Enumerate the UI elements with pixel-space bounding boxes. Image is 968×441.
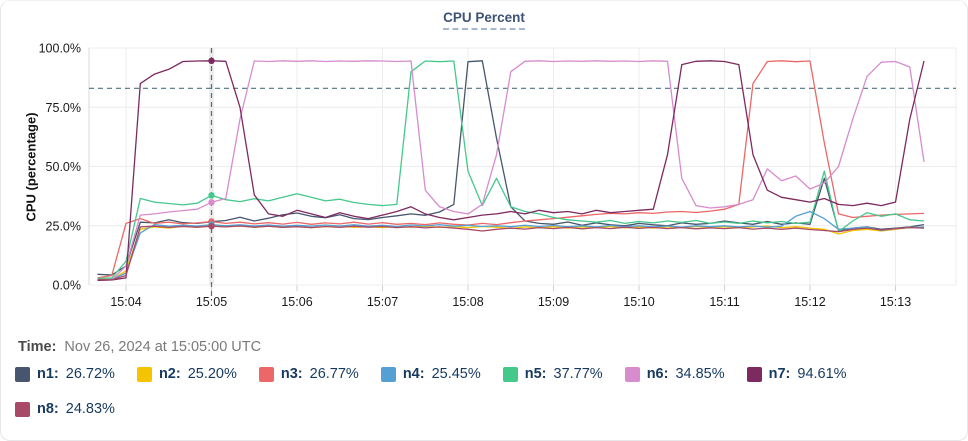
legend-swatch-n8 [15, 401, 30, 417]
svg-text:15:09: 15:09 [538, 295, 569, 309]
legend-item-n1[interactable]: n1: 26.72% [15, 366, 115, 382]
legend-label-n5: n5: [524, 366, 547, 382]
svg-text:15:13: 15:13 [880, 295, 911, 309]
legend-swatch-n6 [624, 366, 640, 382]
svg-text:25.0%: 25.0% [46, 219, 81, 233]
series-line-n7[interactable] [97, 60, 925, 281]
svg-text:15:04: 15:04 [110, 295, 141, 309]
legend-item-n7[interactable]: n7: 94.61% [746, 366, 847, 382]
legend-row-1: n1: 26.72% n2: 25.20% n3: 26.77% n4: 25.… [15, 366, 847, 382]
svg-text:15:07: 15:07 [367, 295, 398, 309]
cursor-dot-n7 [208, 57, 215, 64]
svg-text:15:08: 15:08 [452, 295, 483, 309]
legend-label-n1: n1: [37, 366, 59, 382]
svg-text:15:10: 15:10 [623, 295, 654, 309]
line-chart-plot-area[interactable]: 15:04 15:05 15:06 15:07 15:08 15:09 15:10 15:11… [1, 1, 967, 321]
legend-value-n6: 34.85% [675, 366, 725, 382]
svg-text:100.0%: 100.0% [39, 42, 81, 56]
legend-swatch-n1 [15, 366, 30, 382]
legend-label-n3: n3: [280, 366, 303, 382]
legend-item-n5[interactable]: n5: 37.77% [502, 366, 603, 382]
series-line-n3[interactable] [97, 60, 925, 279]
svg-text:15:12: 15:12 [794, 295, 825, 309]
svg-text:15:11: 15:11 [709, 295, 739, 309]
time-value: Nov 26, 2024 at 15:05:00 UTC [64, 339, 262, 355]
cursor-dot-n5 [208, 192, 215, 199]
legend-value-n7: 94.61% [797, 366, 847, 382]
svg-text:50.0%: 50.0% [46, 160, 81, 174]
chart-title: CPU Percent [1, 10, 967, 30]
legend-swatch-n5 [502, 366, 518, 382]
legend-label-n7: n7: [768, 366, 791, 382]
series-line-n8[interactable] [97, 225, 925, 281]
svg-text:15:05: 15:05 [196, 295, 227, 309]
svg-text:15:06: 15:06 [281, 295, 312, 309]
legend-item-n3[interactable]: n3: 26.77% [258, 366, 359, 382]
legend-swatch-n3 [258, 366, 274, 382]
legend-swatch-n7 [746, 366, 762, 382]
legend-swatch-n4 [380, 366, 396, 382]
cursor-dot-n8 [208, 223, 215, 230]
legend-row-2: n8: 24.83% [15, 401, 115, 417]
legend-swatch-n2 [136, 366, 152, 382]
legend-value-n8: 24.83% [65, 401, 115, 417]
series-line-n4[interactable] [97, 210, 925, 281]
legend-label-n6: n6: [646, 366, 669, 382]
cursor-dot-n6 [208, 199, 215, 206]
svg-text:75.0%: 75.0% [46, 101, 81, 115]
time-row: Time: Nov 26, 2024 at 15:05:00 UTC [18, 339, 261, 355]
chart-title-text: CPU Percent [443, 10, 525, 30]
legend-item-n2[interactable]: n2: 25.20% [136, 366, 237, 382]
series-line-n2[interactable] [97, 224, 925, 281]
svg-text:0.0%: 0.0% [53, 279, 82, 293]
time-label: Time: [18, 339, 57, 355]
legend-value-n3: 26.77% [309, 366, 359, 382]
legend-label-n8: n8: [37, 401, 59, 417]
legend-item-n8[interactable]: n8: 24.83% [15, 401, 115, 417]
series-line-n1[interactable] [97, 60, 925, 276]
legend-value-n2: 25.20% [187, 366, 237, 382]
legend-item-n6[interactable]: n6: 34.85% [624, 366, 725, 382]
legend-label-n2: n2: [158, 366, 181, 382]
legend-value-n5: 37.77% [553, 366, 603, 382]
legend-label-n4: n4: [402, 366, 425, 382]
legend-value-n1: 26.72% [65, 366, 115, 382]
series-line-n6[interactable] [97, 60, 925, 281]
legend-value-n4: 25.45% [431, 366, 481, 382]
legend-item-n4[interactable]: n4: 25.45% [380, 366, 481, 382]
series-line-n5[interactable] [97, 60, 925, 280]
